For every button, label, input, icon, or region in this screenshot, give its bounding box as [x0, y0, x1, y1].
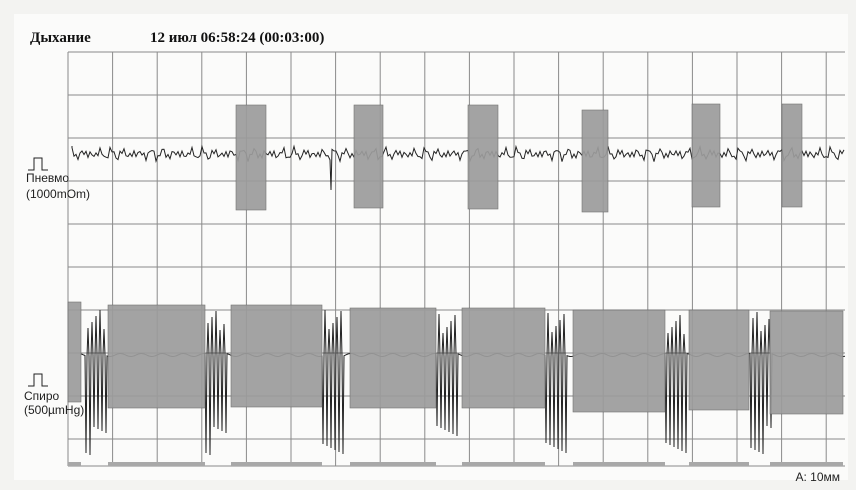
event-box — [781, 103, 803, 208]
amplitude-label: A: 10мм — [795, 470, 840, 484]
channel-name: Пневмо — [26, 171, 69, 185]
event-box — [67, 301, 82, 403]
channel-scale: (1000mOm) — [26, 187, 90, 201]
event-box — [349, 307, 437, 409]
event-box — [688, 309, 750, 411]
title: Дыхание — [30, 30, 91, 46]
event-box — [769, 310, 844, 415]
event-box — [572, 309, 666, 413]
marker — [770, 462, 843, 466]
event-box — [353, 104, 384, 209]
event-box — [467, 104, 499, 210]
marker — [689, 462, 749, 466]
event-box — [581, 109, 609, 213]
calibration-pulse — [28, 373, 48, 387]
marker — [350, 462, 436, 466]
marker — [231, 462, 322, 466]
marker — [68, 462, 81, 466]
timestamp: 12 июл 06:58:24 (00:03:00) — [150, 30, 324, 46]
event-box — [691, 103, 721, 208]
marker — [108, 462, 205, 466]
event-box — [461, 307, 546, 409]
bottom-markers — [68, 462, 843, 466]
marker — [462, 462, 545, 466]
event-box — [107, 304, 206, 409]
channel-name: Спиро — [24, 389, 60, 403]
event-boxes — [67, 103, 844, 415]
event-box — [235, 104, 267, 211]
event-box — [230, 304, 323, 408]
calibration-pulse — [28, 157, 48, 171]
channel-scale: (500µmHg) — [24, 403, 84, 417]
marker — [573, 462, 665, 466]
